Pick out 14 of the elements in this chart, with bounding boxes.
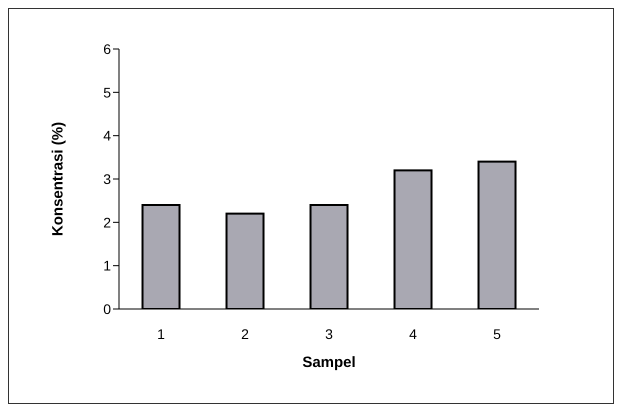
y-tick-label: 4 <box>103 128 112 144</box>
y-tick-label: 3 <box>103 170 112 187</box>
x-tick-label: 2 <box>241 326 250 342</box>
x-tick-label: 3 <box>325 326 334 342</box>
x-tick-label: 4 <box>409 326 418 342</box>
y-tick-label: 5 <box>103 84 112 100</box>
y-tick-label: 6 <box>103 40 112 57</box>
x-tick-label: 1 <box>157 326 166 342</box>
y-tick-label: 2 <box>103 214 112 230</box>
y-tick-label: 1 <box>103 258 112 274</box>
x-axis-title: Sampel <box>302 354 356 371</box>
x-tick-label: 5 <box>493 326 502 342</box>
y-axis-title: Konsentrasi (%) <box>49 122 66 236</box>
y-tick-label: 0 <box>103 300 112 317</box>
